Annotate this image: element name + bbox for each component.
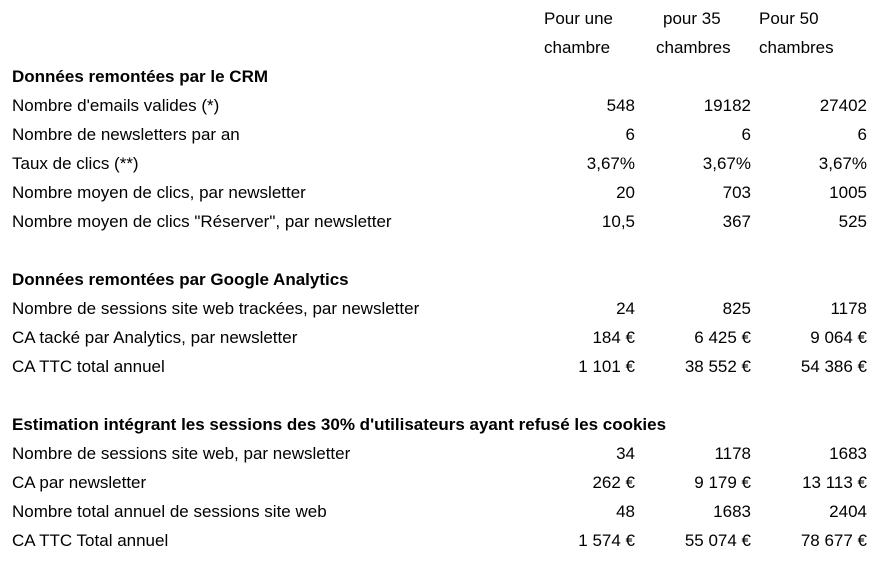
column-header-50-rooms: Pour 50 chambres [759,4,834,62]
value-35-rooms: 1178 [714,444,751,463]
value-50-rooms: 525 [838,212,867,231]
section-title: Estimation intégrant les sessions des 30… [12,415,667,434]
row-label: CA par newsletter [12,473,147,492]
value-one-room: 34 [616,444,635,463]
table-row: Nombre moyen de clics "Réserver", par ne… [0,207,881,236]
header-line: chambres [759,38,834,57]
value-one-room: 1 574 € [578,531,635,550]
value-50-rooms: 27402 [819,96,867,115]
table-row: Nombre total annuel de sessions site web… [0,497,881,526]
value-35-rooms: 6 [741,125,751,144]
row-label: Nombre de newsletters par an [12,125,240,144]
value-one-room: 10,5 [601,212,635,231]
header-line: Pour 50 [759,9,819,28]
table-row: CA TTC Total annuel 1 574 € 55 074 € 78 … [0,526,881,555]
table-row: Nombre d'emails valides (*) 548 19182 27… [0,91,881,120]
table-row: Nombre de sessions site web trackées, pa… [0,294,881,323]
value-one-room: 262 € [592,473,635,492]
table-row: CA tacké par Analytics, par newsletter 1… [0,323,881,352]
section-title: Données remontées par Google Analytics [12,270,349,289]
value-35-rooms: 825 [722,299,751,318]
value-50-rooms: 1005 [829,183,867,202]
row-label: Nombre de sessions site web trackées, pa… [12,299,420,318]
column-header-one-room: Pour une chambre [544,4,613,62]
value-50-rooms: 1683 [829,444,867,463]
column-header-35-rooms: pour 35 chambres [656,4,731,62]
row-label: Nombre moyen de clics "Réserver", par ne… [12,212,392,231]
value-one-room: 48 [616,502,635,521]
value-50-rooms: 13 113 € [802,473,867,492]
table-row: Nombre de sessions site web, par newslet… [0,439,881,468]
header-line: chambre [544,38,611,57]
table-row: CA par newsletter 262 € 9 179 € 13 113 € [0,468,881,497]
section-title-estimation: Estimation intégrant les sessions des 30… [0,410,881,439]
row-label: CA tacké par Analytics, par newsletter [12,328,298,347]
value-50-rooms: 2404 [829,502,867,521]
section-title-crm: Données remontées par le CRM [0,62,881,91]
row-label: Nombre total annuel de sessions site web [12,502,327,521]
row-label: Nombre d'emails valides (*) [12,96,220,115]
table-row: Nombre moyen de clics, par newsletter 20… [0,178,881,207]
value-one-room: 1 101 € [578,357,635,376]
row-label: Taux de clics (**) [12,154,139,173]
value-one-room: 548 [606,96,635,115]
table-row: CA TTC total annuel 1 101 € 38 552 € 54 … [0,352,881,381]
value-50-rooms: 1178 [830,299,867,318]
row-label: CA TTC Total annuel [12,531,169,550]
value-35-rooms: 9 179 € [694,473,751,492]
value-35-rooms: 3,67% [702,154,751,173]
header-line: Pour une [544,9,613,28]
value-50-rooms: 9 064 € [810,328,867,347]
value-one-room: 184 € [592,328,635,347]
value-50-rooms: 54 386 € [800,357,867,376]
value-35-rooms: 367 [722,212,751,231]
value-35-rooms: 55 074 € [684,531,751,550]
value-35-rooms: 6 425 € [694,328,751,347]
header-line: pour 35 [663,9,721,28]
value-one-room: 6 [625,125,635,144]
value-one-room: 20 [616,183,635,202]
value-one-room: 24 [616,299,635,318]
value-35-rooms: 38 552 € [684,357,751,376]
value-35-rooms: 703 [722,183,751,202]
value-50-rooms: 3,67% [818,154,867,173]
row-label: CA TTC total annuel [12,357,165,376]
value-one-room: 3,67% [586,154,635,173]
row-label: Nombre moyen de clics, par newsletter [12,183,306,202]
table-row: Taux de clics (**) 3,67% 3,67% 3,67% [0,149,881,178]
value-50-rooms: 78 677 € [800,531,867,550]
table-row: Nombre de newsletters par an 6 6 6 [0,120,881,149]
value-50-rooms: 6 [857,125,867,144]
value-35-rooms: 19182 [703,96,751,115]
section-title-google-analytics: Données remontées par Google Analytics [0,265,881,294]
header-line: chambres [656,38,731,57]
section-title: Données remontées par le CRM [12,67,269,86]
row-label: Nombre de sessions site web, par newslet… [12,444,351,463]
value-35-rooms: 1683 [713,502,751,521]
